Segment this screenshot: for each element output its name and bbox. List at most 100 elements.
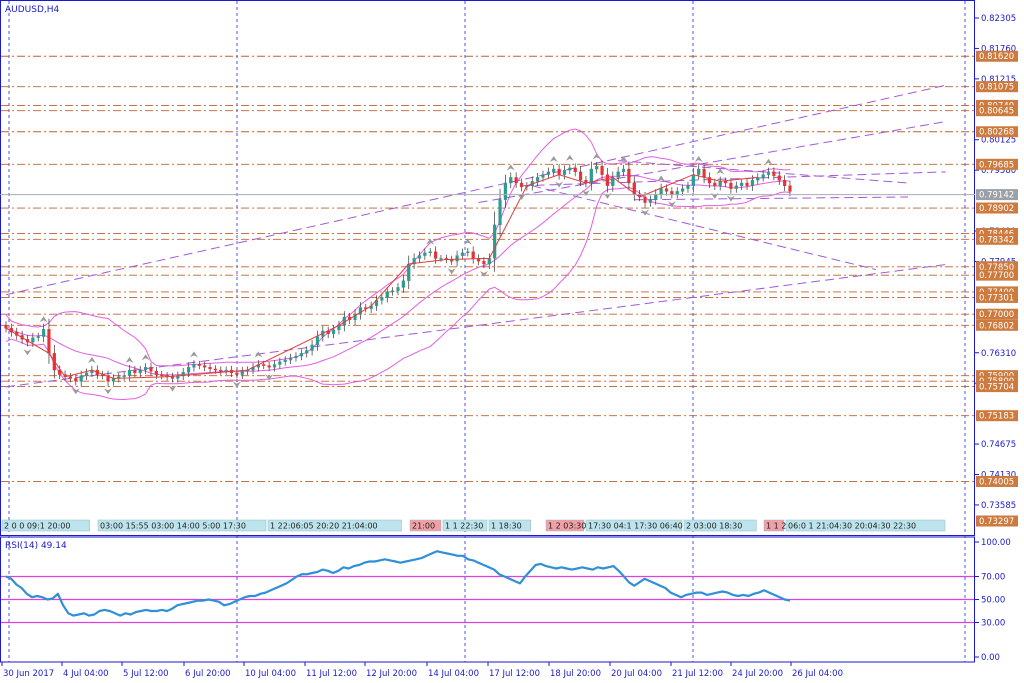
candle-76 (412, 253, 416, 269)
candle-body-143 (772, 171, 776, 176)
candle-body-112 (605, 174, 610, 186)
level-tag-4: 0.80268 (976, 126, 1018, 138)
candle-body-86 (466, 251, 470, 254)
candle-body-55 (299, 353, 303, 357)
main-plot-area[interactable] (0, 0, 975, 536)
candle-body-7 (41, 329, 46, 337)
fractal-96 (517, 193, 526, 200)
candle-body-134 (723, 181, 728, 184)
time-tick-label-0: 30 Jun 2017 (3, 669, 54, 679)
candle-body-129 (697, 168, 701, 175)
candle-138 (745, 178, 749, 190)
candle-38 (208, 363, 212, 373)
candle-body-75 (407, 263, 411, 281)
candle-body-38 (208, 367, 212, 370)
candle-55 (299, 349, 303, 361)
candle-24 (133, 365, 137, 378)
candle-body-135 (729, 182, 733, 189)
candle-body-27 (149, 367, 153, 372)
level-tag-label-5: 0.79685 (979, 160, 1014, 170)
candle-110 (595, 162, 599, 174)
candle-body-28 (154, 370, 158, 375)
candle-body-51 (278, 361, 282, 365)
candle-body-81 (439, 258, 443, 260)
candle-132 (713, 178, 717, 190)
candle-body-44 (240, 370, 244, 375)
price-tick-label-0: 0.82305 (981, 14, 1016, 24)
time-tag-6: 1 2 03:30 (545, 519, 586, 532)
bollinger-bands (5, 128, 791, 401)
time-tick-label-10: 20 Jul 04:00 (611, 669, 662, 679)
candle-79 (428, 248, 432, 257)
candle-104 (562, 165, 567, 180)
candle-95 (514, 172, 518, 189)
candle-body-10 (58, 369, 62, 375)
level-tag-7: 0.78902 (976, 202, 1018, 214)
time-tag-bg-10 (785, 519, 946, 532)
candle-26 (144, 363, 148, 375)
rsi-tick-label-2: 50.00 (981, 596, 1005, 606)
candle-15 (84, 368, 89, 380)
candle-body-96 (519, 182, 524, 188)
level-tag-bg-18 (976, 381, 1018, 393)
candle-body-126 (681, 188, 685, 192)
candle-body-128 (691, 174, 695, 186)
candle-body-116 (627, 168, 631, 184)
candle-102 (552, 164, 556, 177)
candle-body-34 (186, 367, 191, 373)
candle-body-5 (31, 337, 35, 343)
candle-body-111 (600, 166, 604, 175)
level-tag-bg-4 (976, 126, 1018, 138)
candle-84 (455, 250, 459, 267)
candle-86 (466, 248, 470, 257)
candle-body-93 (503, 182, 507, 200)
time-tick-label-4: 10 Jul 04:00 (245, 669, 296, 679)
rsi-axis: 100.00 70.00 50.00 30.00 0.00 (975, 538, 1011, 663)
candle-body-26 (144, 367, 148, 371)
candle-41 (224, 366, 228, 375)
time-tick-label-1: 4 Jul 04:00 (63, 669, 109, 679)
candle-137 (740, 178, 744, 190)
rsi-tick-label-3: 30.00 (981, 619, 1005, 629)
time-tags-row: 2 0 0 09:1 20:00 03:00 15:55 03:00 14:00 … (1, 519, 946, 532)
candle-body-89 (482, 260, 486, 265)
fractal-110 (592, 153, 601, 160)
fractal-43 (232, 381, 241, 388)
time-tag-label-5: 1 18:30 (491, 522, 522, 531)
fractal-19 (104, 388, 113, 395)
candle-body-84 (455, 255, 459, 262)
candle-body-90 (487, 258, 491, 265)
time-tag-bg-5 (488, 519, 531, 532)
level-tag-label-18: 0.75704 (979, 383, 1014, 393)
level-tag-15: 0.76802 (976, 319, 1018, 331)
rsi-levels (1, 575, 974, 624)
candle-51 (278, 357, 282, 369)
candle-36 (197, 360, 201, 370)
candle-5 (31, 332, 35, 347)
candle-22 (122, 371, 126, 381)
time-tag-label-6: 1 2 03:30 (548, 522, 586, 531)
candle-body-92 (498, 199, 502, 226)
candle-body-36 (197, 364, 201, 366)
trend-line-1 (5, 264, 946, 388)
candle-52 (283, 356, 287, 366)
fractal-135 (726, 195, 735, 202)
rsi-label: RSI(14) 49.14 (5, 541, 67, 551)
time-tick-label-13: 26 Jul 04:00 (792, 669, 843, 679)
level-tag-bg-3 (976, 105, 1018, 117)
time-tick-label-11: 21 Jul 12:00 (672, 669, 723, 679)
candle-146 (788, 180, 792, 197)
level-tag-10: 0.77850 (976, 261, 1018, 273)
level-tag-label-19: 0.75183 (979, 412, 1014, 422)
level-tag-bg-8 (976, 227, 1018, 239)
candle-143 (772, 167, 776, 181)
candle-109 (589, 161, 593, 191)
trend-line-2 (478, 121, 946, 204)
time-tag-label-8: 2 03:00 18:30 (686, 522, 742, 531)
level-tag-label-20: 0.74005 (979, 477, 1014, 487)
candle-92 (498, 188, 502, 236)
price-tick-label-2: 0.81215 (981, 75, 1016, 85)
candle-body-79 (428, 251, 432, 254)
candle-body-49 (267, 365, 271, 368)
